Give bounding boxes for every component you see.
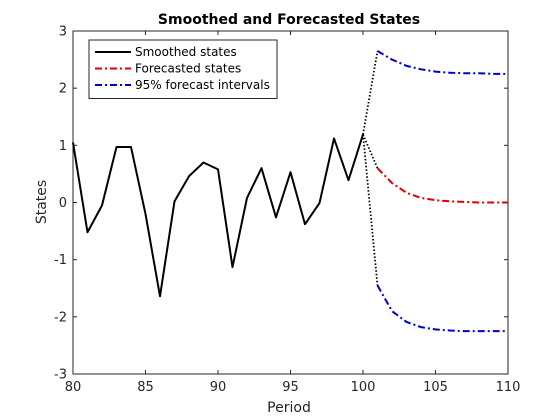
x-tick-label: 110 bbox=[496, 380, 521, 395]
x-tick-label: 105 bbox=[423, 380, 448, 395]
forecast-connector-line bbox=[362, 134, 379, 286]
legend-entry-label: 95% forecast intervals bbox=[135, 78, 270, 92]
y-tick-label: 0 bbox=[59, 196, 67, 211]
series-forecasted-states-line bbox=[376, 167, 508, 204]
legend-entry-label: Smoothed states bbox=[135, 45, 237, 59]
y-tick-label: -2 bbox=[54, 310, 67, 325]
x-axis-label: Period bbox=[267, 400, 311, 416]
forecast-connector-line bbox=[362, 50, 379, 135]
y-axis-label: States bbox=[34, 180, 50, 224]
series-smoothed-states-line bbox=[72, 134, 364, 298]
x-tick-label: 90 bbox=[210, 380, 227, 395]
x-tick-label: 100 bbox=[351, 380, 376, 395]
y-tick-label: 3 bbox=[59, 25, 67, 40]
forecast-connector-line bbox=[362, 134, 379, 169]
legend-entry-label: Forecasted states bbox=[135, 62, 241, 76]
x-tick-label: 85 bbox=[137, 380, 154, 395]
y-tick-label: -1 bbox=[54, 253, 67, 268]
legend: Smoothed states Forecasted states 95% fore… bbox=[88, 39, 278, 99]
x-tick-label: 80 bbox=[65, 380, 82, 395]
y-tick-label: 2 bbox=[59, 82, 67, 97]
x-tick-label: 95 bbox=[282, 380, 299, 395]
chart-title: Smoothed and Forecasted States bbox=[158, 12, 420, 28]
y-tick-label: 1 bbox=[59, 139, 67, 154]
y-tick-label: -3 bbox=[54, 368, 67, 383]
